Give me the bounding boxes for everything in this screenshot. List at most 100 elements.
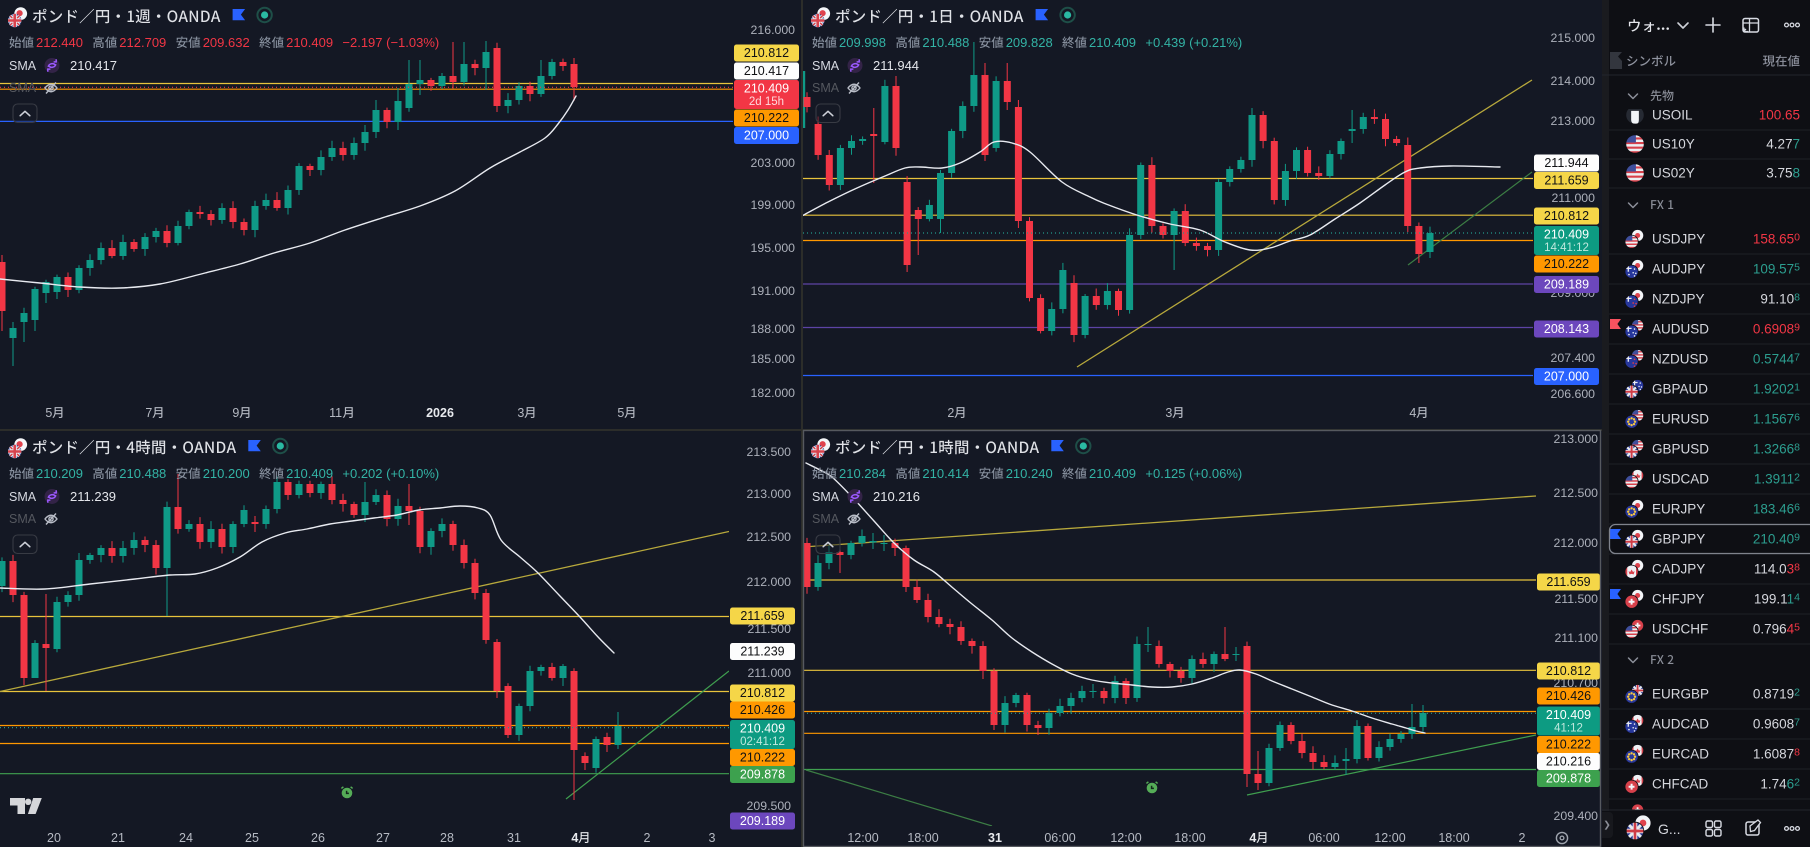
svg-text:5: 5	[45, 406, 52, 420]
svg-text:31: 31	[988, 831, 1002, 845]
svg-text:31: 31	[507, 831, 521, 845]
svg-text:213.000: 213.000	[1554, 432, 1599, 446]
svg-text:1.32668: 1.32668	[1753, 441, 1800, 456]
svg-text:199.000: 199.000	[751, 198, 796, 212]
svg-text:213.000: 213.000	[1551, 114, 1596, 128]
svg-text:0.79645: 0.79645	[1753, 621, 1800, 636]
svg-text:3: 3	[1165, 406, 1172, 420]
svg-text:210.812: 210.812	[1546, 664, 1591, 678]
svg-text:28: 28	[440, 831, 454, 845]
svg-text:210.812: 210.812	[740, 686, 785, 700]
svg-text:100.65: 100.65	[1759, 108, 1800, 123]
svg-text:0.57447: 0.57447	[1753, 351, 1800, 366]
svg-text:208.143: 208.143	[1544, 322, 1589, 336]
svg-text:GBPJPY: GBPJPY	[1652, 532, 1705, 547]
svg-text:+0.202 (+0.10%): +0.202 (+0.10%)	[342, 466, 439, 481]
svg-text:209.189: 209.189	[1544, 278, 1589, 292]
svg-text:212.000: 212.000	[1554, 536, 1599, 550]
svg-text:213.500: 213.500	[747, 445, 792, 459]
svg-text:182.000: 182.000	[751, 386, 796, 400]
svg-text:SMA: SMA	[812, 512, 840, 526]
svg-text:2: 2	[1519, 831, 1526, 845]
svg-text:USDJPY: USDJPY	[1652, 232, 1705, 247]
svg-text:211.659: 211.659	[740, 609, 784, 623]
svg-text:CHFJPY: CHFJPY	[1652, 592, 1705, 607]
svg-text:0.69089: 0.69089	[1753, 321, 1800, 336]
svg-text:NZDUSD: NZDUSD	[1652, 352, 1708, 367]
svg-text:EURGBP: EURGBP	[1652, 687, 1709, 702]
svg-text:209.998: 209.998	[839, 35, 886, 50]
svg-text:0.96087: 0.96087	[1753, 716, 1800, 731]
svg-text:209.500: 209.500	[747, 799, 792, 813]
svg-text:216.000: 216.000	[751, 23, 796, 37]
svg-text:211.944: 211.944	[873, 58, 919, 73]
svg-text:EURCAD: EURCAD	[1652, 747, 1709, 762]
svg-text:215.000: 215.000	[1551, 31, 1596, 45]
svg-text:EURJPY: EURJPY	[1652, 502, 1705, 517]
svg-text:203.000: 203.000	[751, 156, 796, 170]
svg-text:18:00: 18:00	[1438, 831, 1469, 845]
svg-text:06:00: 06:00	[1308, 831, 1339, 845]
svg-text:20: 20	[47, 831, 61, 845]
svg-text:210.222: 210.222	[744, 111, 789, 125]
svg-text:4.277: 4.277	[1766, 137, 1800, 152]
svg-text:191.000: 191.000	[751, 284, 796, 298]
svg-text:210.409: 210.409	[286, 466, 333, 481]
svg-text:1.15676: 1.15676	[1753, 411, 1800, 426]
svg-text:+0.439 (+0.21%): +0.439 (+0.21%)	[1145, 35, 1242, 50]
svg-text:GBPAUD: GBPAUD	[1652, 382, 1708, 397]
svg-text:211.000: 211.000	[747, 666, 791, 680]
svg-text:GBPUSD: GBPUSD	[1652, 442, 1709, 457]
svg-text:207.000: 207.000	[1544, 370, 1589, 384]
svg-text:2: 2	[947, 406, 954, 420]
svg-text:CADJPY: CADJPY	[1652, 562, 1705, 577]
svg-text:G...: G...	[1658, 821, 1681, 837]
svg-text:211.659: 211.659	[1544, 174, 1588, 188]
svg-text:US02Y: US02Y	[1652, 166, 1695, 181]
svg-text:USDCAD: USDCAD	[1652, 472, 1709, 487]
svg-text:SMA: SMA	[9, 512, 37, 526]
svg-text:210.409: 210.409	[1544, 228, 1589, 242]
svg-text:212.440: 212.440	[36, 35, 83, 50]
svg-text:213.000: 213.000	[747, 487, 792, 501]
svg-text:209.400: 209.400	[1554, 809, 1599, 823]
svg-text:02:41:12: 02:41:12	[740, 736, 785, 748]
svg-text:18:00: 18:00	[907, 831, 938, 845]
svg-text:210.216: 210.216	[873, 489, 920, 504]
svg-text:210.488: 210.488	[119, 466, 166, 481]
svg-text:3: 3	[709, 831, 716, 845]
svg-text:12:00: 12:00	[1110, 831, 1141, 845]
svg-text:4: 4	[1409, 406, 1416, 420]
svg-text:210.200: 210.200	[203, 466, 250, 481]
svg-text:3.758: 3.758	[1766, 166, 1800, 181]
svg-text:12:00: 12:00	[1374, 831, 1405, 845]
svg-text:210.409: 210.409	[740, 722, 785, 736]
svg-text:183.466: 183.466	[1753, 501, 1800, 516]
svg-text:211.944: 211.944	[1544, 156, 1588, 170]
svg-text:USOIL: USOIL	[1652, 108, 1693, 123]
svg-text:210.222: 210.222	[1544, 257, 1589, 271]
svg-text:210.240: 210.240	[1006, 466, 1053, 481]
svg-text:211.239: 211.239	[70, 489, 116, 504]
svg-text:212.709: 212.709	[119, 35, 166, 50]
svg-text:210.409: 210.409	[1753, 531, 1800, 546]
svg-text:199.114: 199.114	[1754, 591, 1800, 606]
svg-text:5: 5	[617, 406, 624, 420]
svg-text:188.000: 188.000	[751, 322, 796, 336]
svg-text:211.100: 211.100	[1554, 631, 1598, 645]
svg-text:+0.125 (+0.06%): +0.125 (+0.06%)	[1145, 466, 1242, 481]
svg-text:NZDJPY: NZDJPY	[1652, 292, 1705, 307]
svg-text:211.500: 211.500	[747, 622, 791, 636]
svg-text:210.409: 210.409	[286, 35, 333, 50]
svg-text:212.000: 212.000	[747, 575, 792, 589]
svg-text:207.400: 207.400	[1551, 351, 1596, 365]
svg-text:214.000: 214.000	[1551, 74, 1596, 88]
svg-text:SMA: SMA	[9, 490, 37, 504]
svg-text:210.812: 210.812	[744, 46, 789, 60]
svg-text:185.000: 185.000	[751, 352, 796, 366]
svg-text:206.600: 206.600	[1551, 387, 1596, 401]
svg-text:211.500: 211.500	[1554, 592, 1598, 606]
svg-text:7: 7	[145, 406, 152, 420]
svg-text:210.222: 210.222	[1546, 738, 1591, 752]
svg-text:14:41:12: 14:41:12	[1544, 242, 1589, 254]
